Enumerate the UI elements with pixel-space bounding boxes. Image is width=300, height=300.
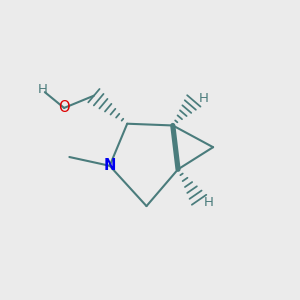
Text: H: H: [38, 83, 48, 96]
Text: H: H: [199, 92, 208, 105]
Text: N: N: [103, 158, 116, 173]
Text: H: H: [204, 196, 214, 209]
Text: O: O: [58, 100, 70, 116]
